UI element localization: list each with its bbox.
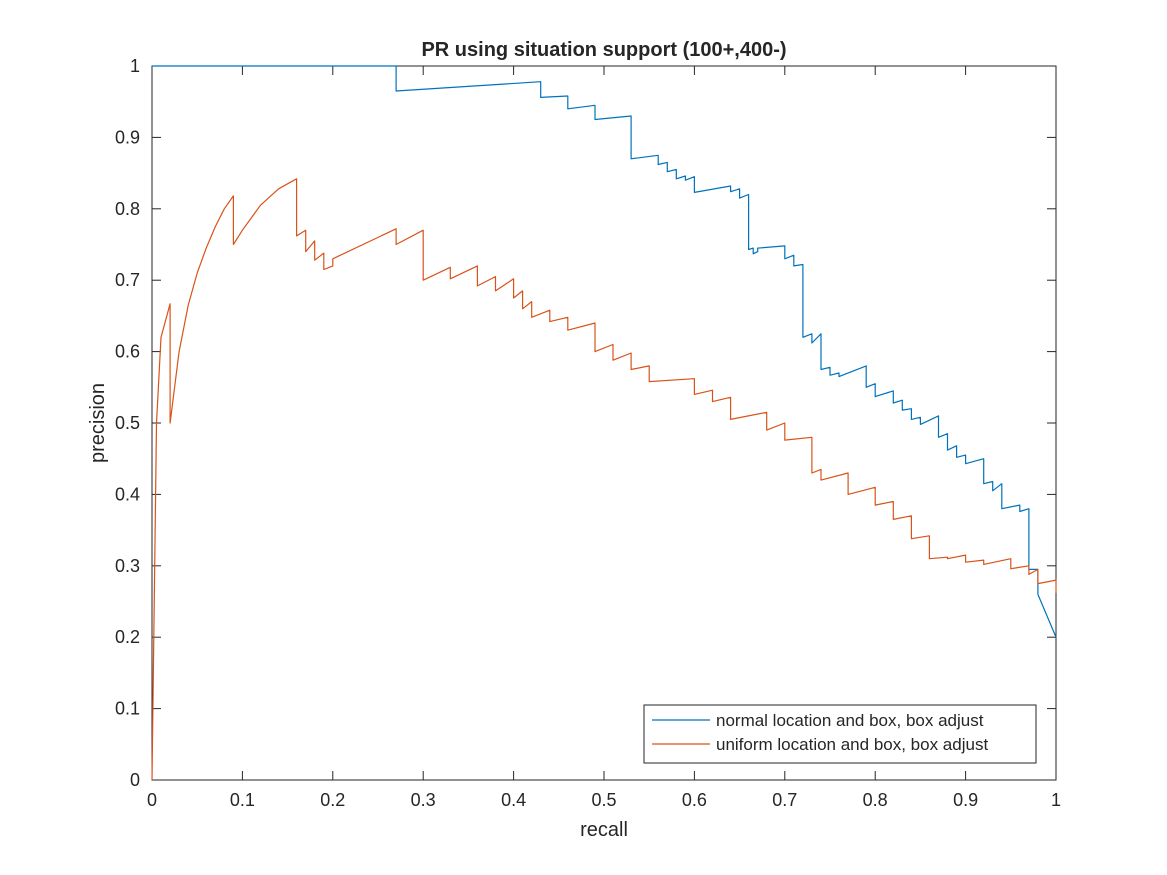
x-tick-label: 0.2 (320, 790, 345, 810)
x-tick-label: 0 (147, 790, 157, 810)
y-tick-label: 0.1 (115, 699, 140, 719)
y-tick-label: 0.4 (115, 484, 140, 504)
y-tick-label: 0.9 (115, 127, 140, 147)
legend-entry-normal: normal location and box, box adjust (716, 711, 984, 730)
x-tick-label: 0.8 (863, 790, 888, 810)
y-tick-label: 0.2 (115, 627, 140, 647)
y-tick-label: 0.6 (115, 342, 140, 362)
y-tick-label: 0.8 (115, 199, 140, 219)
plot-frame (151, 65, 1057, 781)
y-tick-label: 0.5 (115, 413, 140, 433)
x-tick-label: 0.1 (230, 790, 255, 810)
x-tick-label: 0.5 (591, 790, 616, 810)
y-axis-label: precision (87, 383, 109, 463)
x-tick-label: 0.7 (772, 790, 797, 810)
series-uniform-location-line (151, 178, 1057, 781)
y-tick-label: 0.7 (115, 270, 140, 290)
x-tick-label: 0.6 (682, 790, 707, 810)
y-tick-label: 1 (130, 56, 140, 76)
series-lines (151, 65, 1057, 781)
legend-entry-uniform: uniform location and box, box adjust (716, 735, 988, 754)
series-normal-location-line (152, 65, 1057, 638)
legend: normal location and box, box adjust unif… (643, 704, 1037, 764)
x-tick-label: 0.9 (953, 790, 978, 810)
x-axis-label: recall (580, 819, 628, 841)
x-tick-label: 1 (1051, 790, 1061, 810)
axis-tick-labels: 0 0.1 0.2 0.3 0.4 0.5 0.6 0.7 0.8 0.9 1 0 0.1 0.2 0.3 0… (115, 56, 1061, 810)
y-tick-label: 0.3 (115, 556, 140, 576)
legend-box (643, 704, 1037, 764)
y-tick-label: 0 (130, 770, 140, 790)
x-tick-label: 0.4 (501, 790, 526, 810)
x-tick-label: 0.3 (411, 790, 436, 810)
chart-title: PR using situation support (100+,400-) (421, 39, 786, 61)
